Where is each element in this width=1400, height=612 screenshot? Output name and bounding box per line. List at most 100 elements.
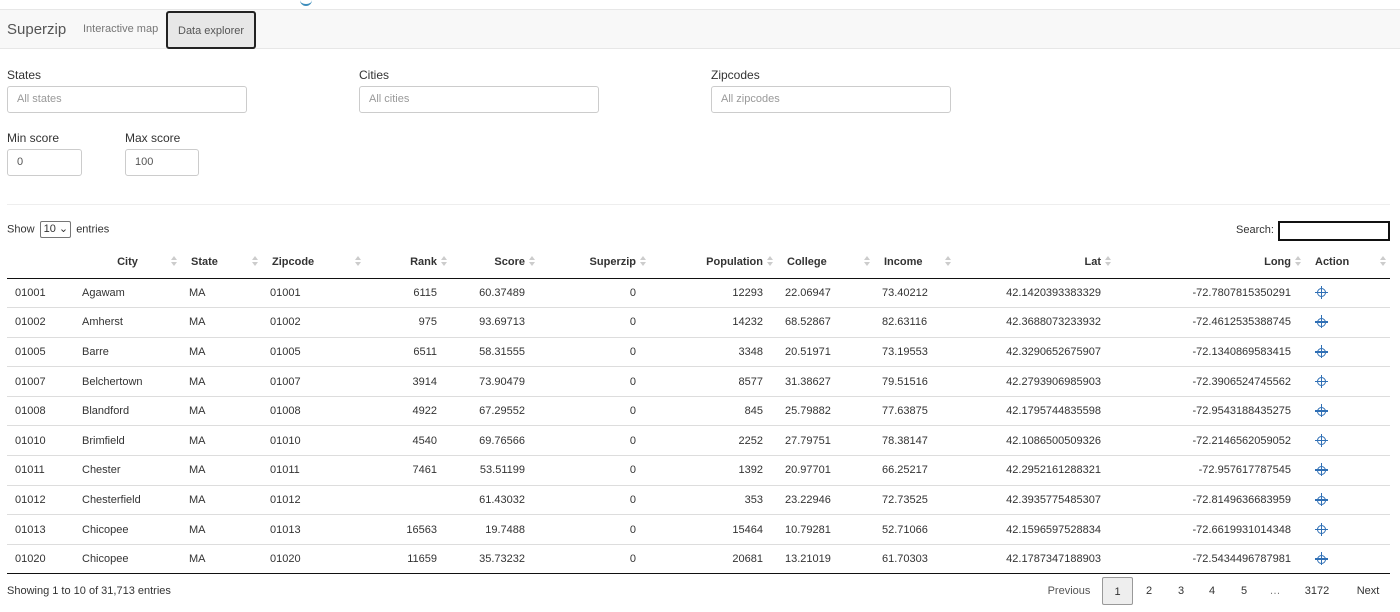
pagination-previous[interactable]: Previous <box>1047 585 1091 597</box>
cell-action <box>1305 425 1390 456</box>
cell-lat: 42.1787347188903 <box>955 543 1115 575</box>
pagination-page-4[interactable]: 4 <box>1208 585 1216 597</box>
column-header-action[interactable]: Action <box>1305 247 1390 279</box>
show-suffix: entries <box>76 223 110 236</box>
cell-city: Chicopee <box>74 514 181 545</box>
cell-state: MA <box>181 366 262 397</box>
sort-icon <box>529 256 535 268</box>
cell-action <box>1305 455 1390 486</box>
column-header-city[interactable]: City <box>74 247 181 279</box>
cell-state: MA <box>189 286 206 299</box>
sort-icon <box>1295 256 1301 268</box>
cell-zipcode: 01005 <box>262 336 365 367</box>
pagination-page-last[interactable]: 3172 <box>1304 585 1330 597</box>
pagination-page-1[interactable]: 1 <box>1102 577 1133 605</box>
cell-income: 66.25217 <box>874 455 955 486</box>
cell-row-id: 01007 <box>7 366 74 397</box>
sort-icon <box>1105 256 1111 268</box>
tab-data-explorer[interactable]: Data explorer <box>166 11 257 49</box>
cell-zipcode: 01008 <box>262 395 365 426</box>
top-strip <box>0 0 1400 9</box>
cell-score: 61.43032 <box>451 484 539 515</box>
cell-state: MA <box>181 307 262 338</box>
pagination-next[interactable]: Next <box>1356 585 1380 597</box>
table-row: 01010 Brimfield MA 01010 4540 69.76566 0 2252 27… <box>7 425 1390 456</box>
column-header-zipcode[interactable]: Zipcode <box>262 247 365 279</box>
table-row: 01007 Belchertown MA 01007 3914 73.90479 0 8577… <box>7 366 1390 397</box>
pagination-page-3[interactable]: 3 <box>1177 585 1185 597</box>
crosshair-icon[interactable] <box>1314 433 1328 447</box>
pagination-page-2[interactable]: 2 <box>1145 585 1153 597</box>
entries-select[interactable]: 10 ⌄ <box>39 221 72 238</box>
show-prefix: Show <box>7 223 35 236</box>
cell-state: MA <box>181 484 262 515</box>
cell-income: 73.19553 <box>874 336 955 367</box>
column-header-state[interactable]: State <box>181 247 262 279</box>
tab-interactive-map[interactable]: Interactive map <box>83 23 159 35</box>
cell-state: MA <box>181 455 262 486</box>
sort-icon <box>252 256 258 268</box>
column-header-superzip[interactable]: Superzip <box>539 247 650 279</box>
column-header-lat[interactable]: Lat <box>955 247 1115 279</box>
cell-college: 10.79281 <box>777 514 874 545</box>
cell-population: 3348 <box>650 336 777 367</box>
pagination-page-5[interactable]: 5 <box>1240 585 1248 597</box>
cell-long: -72.8149636683959 <box>1115 484 1305 515</box>
crosshair-icon[interactable] <box>1314 374 1328 388</box>
chevron-down-icon: ⌄ <box>58 223 69 235</box>
crosshair-icon[interactable] <box>1314 463 1328 477</box>
min-score-input[interactable]: 0 <box>7 149 82 176</box>
cell-long: -72.4612535388745 <box>1115 307 1305 338</box>
crosshair-icon[interactable] <box>1314 522 1328 536</box>
cell-superzip: 0 <box>539 455 650 486</box>
crosshair-icon[interactable] <box>1314 315 1328 329</box>
cell-superzip: 0 <box>629 286 636 299</box>
cell-long: -72.7807815350291 <box>1192 286 1291 299</box>
cities-input[interactable]: All cities <box>359 86 599 113</box>
sort-icon <box>1380 256 1386 268</box>
cell-rank: 3914 <box>365 366 451 397</box>
crosshair-icon[interactable] <box>1314 345 1328 359</box>
cell-college: 22.06947 <box>785 286 831 299</box>
cell-income: 52.71066 <box>874 514 955 545</box>
crosshair-icon[interactable] <box>1314 404 1328 418</box>
zipcodes-input[interactable]: All zipcodes <box>711 86 951 113</box>
states-input[interactable]: All states <box>7 86 247 113</box>
crosshair-icon[interactable] <box>1314 285 1328 299</box>
cell-city: Agawam <box>82 286 125 299</box>
search-label: Search: <box>1236 224 1274 236</box>
cell-row-id: 01001 <box>15 286 46 299</box>
column-header-long[interactable]: Long <box>1115 247 1305 279</box>
sort-icon <box>171 256 177 268</box>
cities-label: Cities <box>359 68 390 82</box>
cell-city: Blandford <box>74 395 181 426</box>
cell-city: Chester <box>74 455 181 486</box>
cell-population: 20681 <box>650 543 777 575</box>
cell-lat: 42.1795744835598 <box>955 395 1115 426</box>
column-header-score[interactable]: Score <box>451 247 539 279</box>
cell-rank: 4540 <box>365 425 451 456</box>
cell-row-id: 01010 <box>7 425 74 456</box>
crosshair-icon[interactable] <box>1314 552 1328 566</box>
cell-long: -72.5434496787981 <box>1115 543 1305 575</box>
crosshair-icon[interactable] <box>1314 493 1328 507</box>
cell-population: 845 <box>650 395 777 426</box>
column-header-rank[interactable]: Rank <box>365 247 451 279</box>
cell-score: 73.90479 <box>451 366 539 397</box>
cell-score: 19.7488 <box>451 514 539 545</box>
cell-rank: 4922 <box>365 395 451 426</box>
cell-college: 20.51971 <box>777 336 874 367</box>
search-input[interactable] <box>1278 221 1390 241</box>
cell-college: 23.22946 <box>777 484 874 515</box>
cell-row-id: 01008 <box>7 395 74 426</box>
cell-city: Amherst <box>74 307 181 338</box>
table-row: 01013 Chicopee MA 01013 16563 19.7488 0 15464 10… <box>7 514 1390 545</box>
cell-action <box>1305 514 1390 545</box>
column-header-college[interactable]: College <box>777 247 874 279</box>
column-header-population[interactable]: Population <box>650 247 777 279</box>
max-score-input[interactable]: 100 <box>125 149 199 176</box>
cell-long: -72.9543188435275 <box>1115 395 1305 426</box>
cell-zipcode: 01001 <box>270 286 301 299</box>
sort-icon <box>441 256 447 268</box>
column-header-income[interactable]: Income <box>874 247 955 279</box>
